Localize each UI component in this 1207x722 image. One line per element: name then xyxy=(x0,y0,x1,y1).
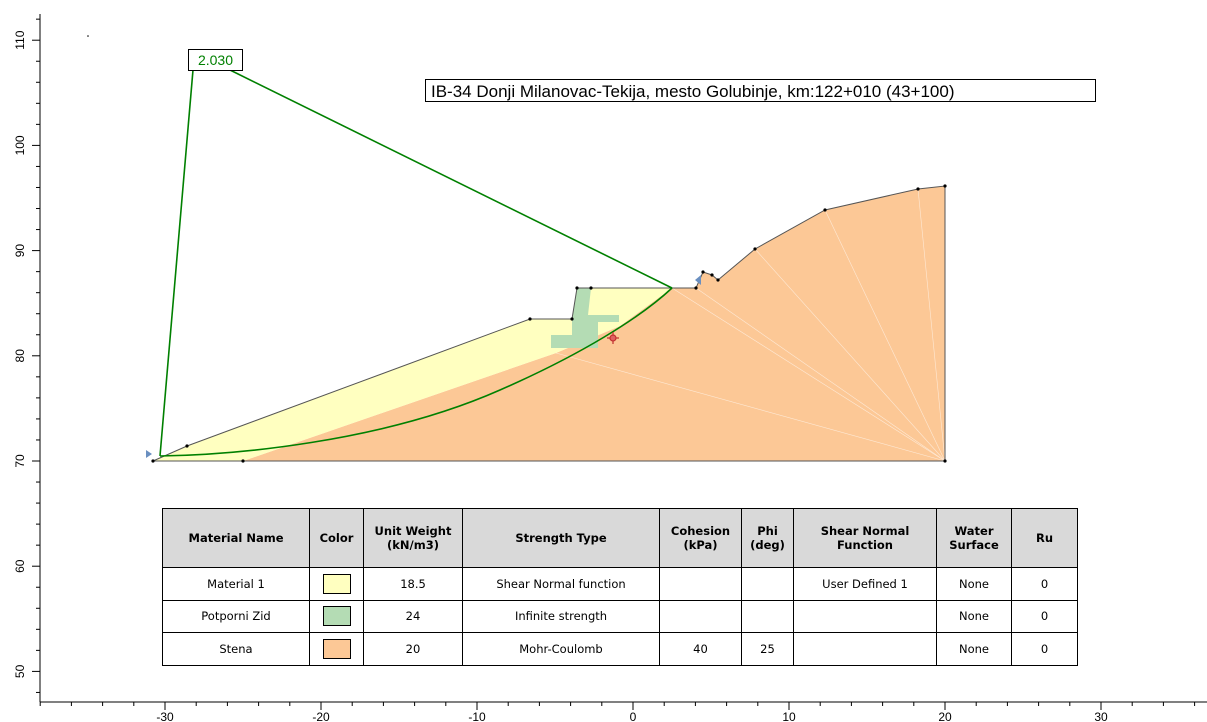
unit-weight-cell: 24 xyxy=(363,599,463,634)
phi-cell: 25 xyxy=(741,632,794,666)
rock-interior-lines xyxy=(555,188,946,462)
strength-type-cell: Mohr-Coulomb xyxy=(462,632,660,666)
header-material-name: Material Name xyxy=(162,508,310,568)
y-tick-label: 50 xyxy=(13,664,27,678)
table-row: Stena 20 Mohr-Coulomb 40 25 None 0 xyxy=(162,632,1078,666)
cohesion-cell xyxy=(659,567,742,601)
ru-cell: 0 xyxy=(1011,632,1078,666)
color-cell xyxy=(309,632,364,666)
x-tick-label: 10 xyxy=(782,710,796,722)
slip-center-crosshair-icon xyxy=(607,332,619,344)
stena-region xyxy=(243,186,945,461)
color-cell xyxy=(309,567,364,601)
header-cohesion: Cohesion (kPa) xyxy=(659,508,742,568)
ground-surface-line xyxy=(152,185,946,462)
header-ru: Ru xyxy=(1011,508,1078,568)
ru-cell: 0 xyxy=(1011,567,1078,601)
x-tick-label: -30 xyxy=(156,710,174,722)
cohesion-cell: 40 xyxy=(659,632,742,666)
slip-radius-left xyxy=(159,69,194,457)
y-tick-label: 80 xyxy=(13,349,27,363)
unit-weight-cell: 20 xyxy=(363,632,463,666)
header-color: Color xyxy=(309,508,364,568)
table-row: Material 1 18.5 Shear Normal function Us… xyxy=(162,567,1078,601)
header-unit-weight: Unit Weight (kN/m3) xyxy=(363,508,463,568)
slip-radius-right xyxy=(229,69,673,289)
x-tick-label: 20 xyxy=(938,710,952,722)
potporni-zid-region xyxy=(551,288,619,348)
stray-dot xyxy=(87,35,89,37)
strength-type-cell: Infinite strength xyxy=(462,599,660,634)
phi-cell xyxy=(741,599,794,634)
phi-cell xyxy=(741,567,794,601)
y-axis-ticks: 50 60 70 80 90 100 110 xyxy=(13,18,40,693)
diagram-title: IB-34 Donji Milanovac-Tekija, mesto Golu… xyxy=(425,79,1096,102)
material-name-cell: Potporni Zid xyxy=(162,599,310,634)
water-surface-cell: None xyxy=(936,567,1012,601)
water-surface-cell: None xyxy=(936,632,1012,666)
material-1-region xyxy=(153,288,672,461)
x-tick-label: 0 xyxy=(630,710,637,722)
vertex-points xyxy=(151,184,947,463)
factor-of-safety-label: 2.030 xyxy=(188,49,243,71)
color-swatch xyxy=(322,606,351,627)
color-cell xyxy=(309,599,364,634)
header-strength-type: Strength Type xyxy=(462,508,660,568)
header-water-surface: Water Surface xyxy=(936,508,1012,568)
right-limit-marker-icon xyxy=(695,275,701,285)
strength-type-cell: Shear Normal function xyxy=(462,567,660,601)
color-swatch xyxy=(322,573,351,594)
table-header-row: Material Name Color Unit Weight (kN/m3) … xyxy=(162,508,1078,568)
y-tick-label: 90 xyxy=(13,244,27,258)
material-name-cell: Material 1 xyxy=(162,567,310,601)
materials-table: Material Name Color Unit Weight (kN/m3) … xyxy=(162,508,1078,666)
shear-normal-cell xyxy=(793,599,937,634)
header-phi: Phi (deg) xyxy=(741,508,794,568)
cohesion-cell xyxy=(659,599,742,634)
ru-cell: 0 xyxy=(1011,599,1078,634)
x-tick-label: 30 xyxy=(1094,710,1108,722)
table-row: Potporni Zid 24 Infinite strength None 0 xyxy=(162,599,1078,634)
y-tick-label: 70 xyxy=(13,454,27,468)
y-tick-label: 60 xyxy=(13,559,27,573)
left-limit-marker-icon xyxy=(146,450,152,458)
x-axis-ticks: -30 -20 -10 0 10 20 30 xyxy=(39,702,1196,722)
x-tick-label: -10 xyxy=(468,710,486,722)
water-surface-cell: None xyxy=(936,599,1012,634)
color-swatch xyxy=(322,639,351,660)
y-tick-label: 110 xyxy=(13,30,27,49)
material-name-cell: Stena xyxy=(162,632,310,666)
unit-weight-cell: 18.5 xyxy=(363,567,463,601)
slip-surface-arc xyxy=(159,287,673,457)
x-tick-label: -20 xyxy=(312,710,330,722)
y-tick-label: 100 xyxy=(13,135,27,155)
shear-normal-cell xyxy=(793,632,937,666)
shear-normal-cell: User Defined 1 xyxy=(793,567,937,601)
header-shear-normal: Shear Normal Function xyxy=(793,508,937,568)
